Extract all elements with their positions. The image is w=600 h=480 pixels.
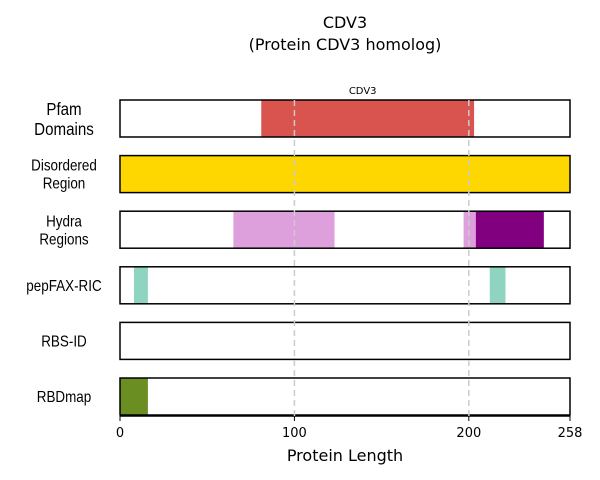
x-axis: 0 100 200 258 [116, 415, 583, 441]
track-hydra-regions: Hydra Regions [39, 210, 571, 249]
track-label-line: Region [43, 176, 86, 193]
track-segment [463, 211, 476, 249]
track-rbdmap: RBDmap [37, 377, 571, 416]
track-border [119, 210, 571, 249]
track-label-line: Domains [34, 119, 94, 140]
track-border [119, 266, 571, 305]
guide-lines [293, 100, 470, 416]
x-tick-label: 100 [282, 426, 307, 441]
track-segment [120, 378, 148, 415]
track-label: Hydra Regions [39, 213, 88, 248]
track-disordered-region: Disordered Region [31, 154, 571, 194]
track-border [119, 321, 571, 361]
x-tick-label: 0 [116, 426, 124, 441]
track-label-line: Regions [39, 231, 88, 248]
track-border [119, 377, 571, 416]
domain-label: CDV3 [349, 86, 377, 97]
track-segment [233, 211, 335, 249]
x-tick-label: 200 [456, 426, 481, 441]
x-tick-label: 258 [558, 426, 583, 441]
track-label: RBDmap [37, 389, 91, 406]
track-label-line: pepFAX-RIC [26, 278, 102, 295]
track-segment [120, 155, 570, 193]
track-pfam-domains: CDV3 Pfam Domains [34, 86, 571, 140]
track-label: pepFAX-RIC [26, 278, 102, 295]
x-axis-label: Protein Length [287, 446, 403, 465]
track-label-line: Disordered [31, 158, 97, 175]
track-segment [133, 266, 148, 304]
track-pepfax-ric: pepFAX-RIC [26, 266, 571, 305]
track-background [120, 322, 570, 360]
track-segment [489, 266, 506, 304]
chart-subtitle: (Protein CDV3 homolog) [249, 35, 442, 54]
track-rbs-id: RBS-ID [41, 321, 571, 361]
track-label-line: Hydra [46, 213, 83, 230]
track-background [120, 378, 570, 415]
track-segment [475, 211, 544, 249]
track-label: Disordered Region [31, 158, 97, 193]
track-label-line: Pfam [46, 99, 81, 120]
track-border [119, 99, 571, 138]
track-label: Pfam Domains [34, 99, 94, 140]
track-label-line: RBS-ID [41, 334, 87, 351]
track-segment [261, 100, 475, 137]
chart-title: CDV3 [323, 13, 367, 32]
track-label-line: RBDmap [37, 389, 91, 406]
track-label: RBS-ID [41, 334, 87, 351]
track-border [119, 154, 571, 194]
